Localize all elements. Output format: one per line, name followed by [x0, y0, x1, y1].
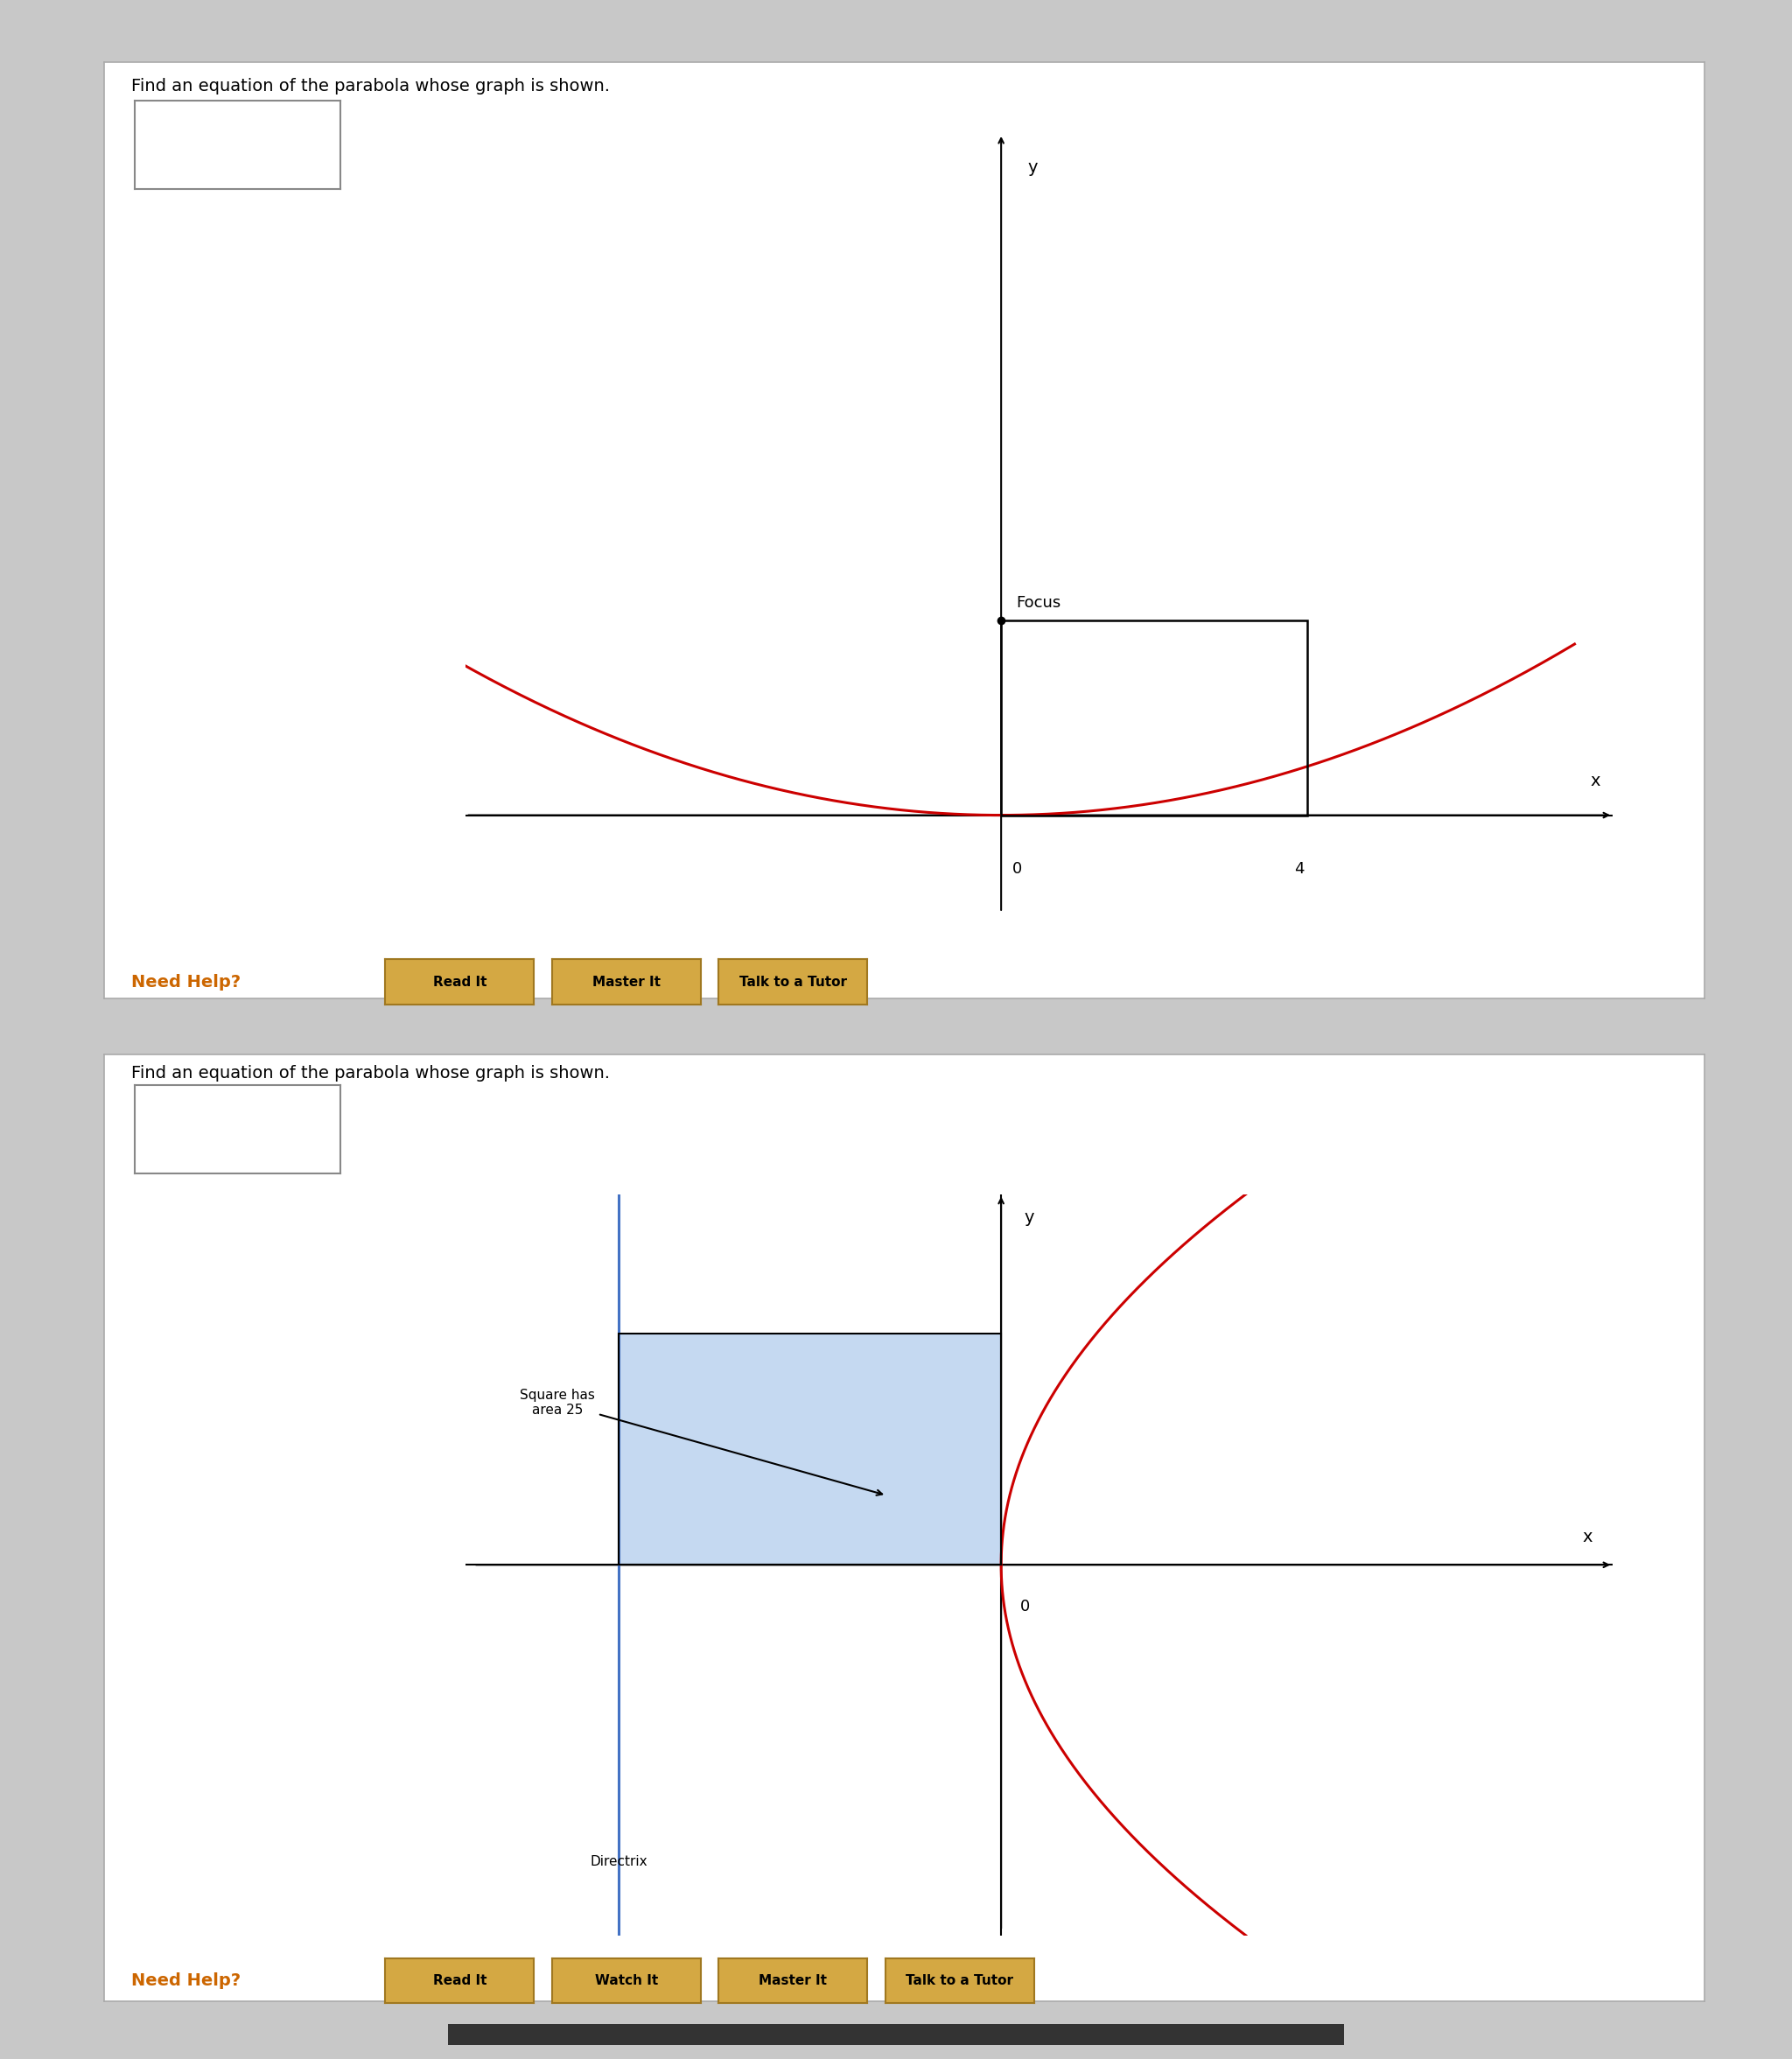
Text: y: y [1023, 1209, 1034, 1225]
Bar [1002, 620, 1306, 815]
Text: Watch It: Watch It [595, 1975, 658, 1987]
Text: Focus: Focus [1016, 595, 1061, 612]
Text: Talk to a Tutor: Talk to a Tutor [738, 976, 848, 988]
Text: x: x [1590, 772, 1600, 789]
Bar [618, 1334, 1002, 1565]
Text: Master It: Master It [758, 1975, 828, 1987]
Text: 0: 0 [1020, 1600, 1030, 1614]
Text: 0: 0 [1012, 861, 1023, 877]
Text: Find an equation of the parabola whose graph is shown.: Find an equation of the parabola whose g… [131, 78, 609, 95]
Text: Directrix: Directrix [590, 1855, 647, 1870]
Text: Talk to a Tutor: Talk to a Tutor [905, 1975, 1014, 1987]
Text: x: x [1582, 1528, 1593, 1544]
Text: 4: 4 [1294, 861, 1305, 877]
Text: y: y [1029, 161, 1038, 177]
Text: Need Help?: Need Help? [131, 1973, 240, 1989]
Text: Find an equation of the parabola whose graph is shown.: Find an equation of the parabola whose g… [131, 1065, 609, 1081]
Text: Master It: Master It [591, 976, 661, 988]
Text: Need Help?: Need Help? [131, 974, 240, 990]
Text: Read It: Read It [432, 1975, 487, 1987]
Text: Read It: Read It [432, 976, 487, 988]
Bar [618, 1334, 1002, 1565]
Text: Square has
area 25: Square has area 25 [520, 1388, 882, 1495]
